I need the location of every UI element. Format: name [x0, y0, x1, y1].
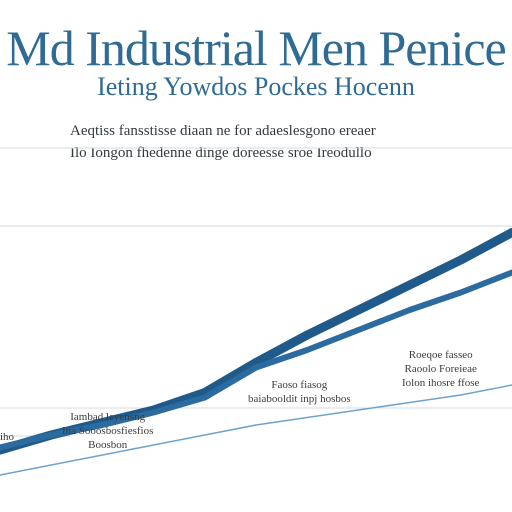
annotation-label-3: Iambad leyensng Ina Sooosbosfiesfios Boo… [62, 411, 154, 451]
chart-subtitle: Ieting Yowdos Pockes Hocenn [97, 72, 415, 101]
description-line-2: Ilo Iongon fhedenne dinge doreesse sroe … [70, 145, 372, 161]
series-line-2 [0, 269, 512, 451]
chart-description: Aeqtiss fansstisse diaan ne for adaesles… [70, 120, 510, 164]
annotation-label-1: Faoso fiasog baiabooldit inpj hosbos [248, 379, 351, 405]
chart-title: Md Industrial Men Penice [6, 20, 507, 76]
description-line-1: Aeqtiss fansstisse diaan ne for adaesles… [70, 123, 376, 139]
series-line-3 [0, 384, 512, 476]
series-lines [0, 228, 512, 476]
annotation-label-4: iho [0, 431, 15, 443]
annotation-label-2: Roeqoe fasseo Raoolo Foreieae Iolon ihos… [402, 349, 480, 389]
